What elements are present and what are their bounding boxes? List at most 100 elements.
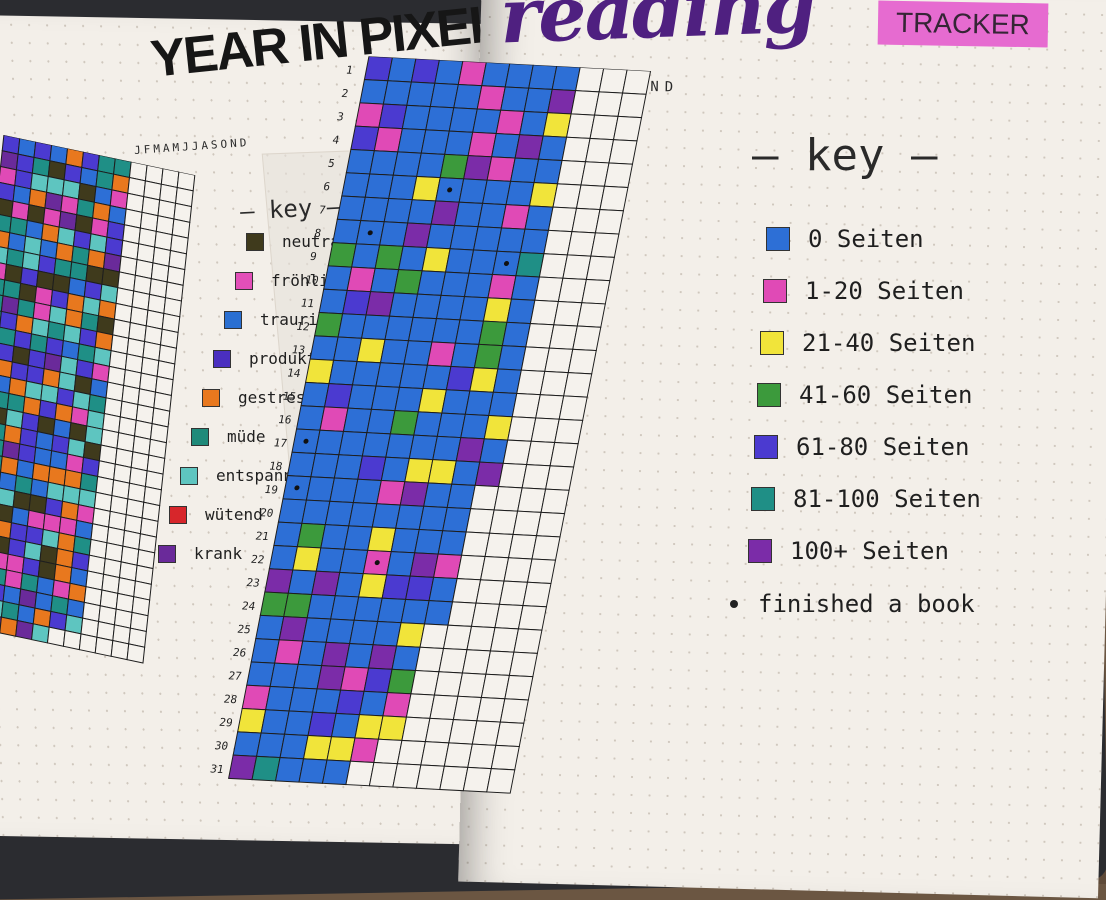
day-number: 23 (245, 576, 261, 590)
pixel-cell (531, 535, 561, 561)
key-item: 21-40 Seiten (760, 329, 975, 357)
day-number: 8 (313, 227, 322, 240)
pixel-cell (513, 628, 543, 654)
key-swatch (213, 349, 231, 368)
key-swatch (191, 427, 209, 446)
day-number: 15 (281, 390, 297, 404)
finished-book-legend: finished a book (730, 590, 975, 618)
pixel-cell (0, 503, 14, 524)
key-swatch (748, 539, 772, 563)
day-number: 1 (345, 64, 354, 77)
day-number: 4 (331, 134, 340, 147)
pixel-cell (504, 674, 534, 701)
day-number: 26 (232, 646, 248, 660)
day-number: 29 (218, 716, 234, 730)
day-number: 28 (223, 693, 239, 707)
key-label: 0 Seiten (808, 225, 924, 253)
day-number: 12 (295, 320, 311, 334)
key-swatch (760, 331, 784, 355)
pixel-cell (0, 487, 16, 508)
pixel-cell (599, 185, 629, 212)
key-item: krank (158, 544, 242, 563)
pixel-cell (517, 605, 548, 631)
reading-pixel-grid: 1 2 3 4 5 6 7 8 9 10 11 12 13 14 15 16 17 18 19 20 21 22 23 24 2… (204, 55, 656, 795)
pixel-cell (62, 629, 82, 651)
key-label: traurig (260, 310, 328, 329)
pixel-cell (31, 623, 50, 644)
key-swatch (169, 505, 187, 524)
day-number: 7 (318, 203, 327, 216)
pixel-cell (0, 342, 15, 363)
key-label: krank (194, 544, 243, 563)
key-label: müde (227, 427, 266, 446)
day-number: 25 (236, 623, 252, 637)
key-swatch (202, 388, 220, 407)
pixel-cell (567, 348, 597, 375)
finished-dot (374, 560, 380, 566)
pixel-cell (490, 744, 520, 771)
day-number: 11 (300, 297, 316, 311)
day-number: 16 (277, 413, 293, 427)
pixel-cell (0, 616, 18, 637)
day-number: 10 (304, 273, 320, 287)
day-number: 18 (268, 460, 284, 474)
day-number: 21 (254, 530, 270, 544)
key-label: 21-40 Seiten (802, 329, 976, 357)
key-swatch (763, 279, 787, 303)
pixel-cell (585, 255, 615, 282)
key-item: 0 Seiten (766, 225, 924, 253)
pixel-cell (549, 441, 579, 468)
pixel-cell (499, 698, 529, 724)
finished-dot (367, 230, 373, 236)
day-number: 27 (227, 669, 243, 683)
key-item: müde (191, 427, 266, 446)
day-number: 31 (209, 763, 225, 777)
key-swatch (235, 271, 253, 290)
pixel-cell (535, 511, 566, 538)
key-swatch (180, 466, 198, 485)
pixel-cell (554, 418, 584, 445)
pixel-cell (576, 302, 606, 328)
pixel-cell (603, 162, 634, 189)
day-number: 20 (259, 506, 275, 520)
pixel-cell (594, 209, 625, 235)
pixel-cell (581, 278, 611, 305)
finished-dot (503, 261, 510, 266)
day-number: 5 (327, 157, 336, 170)
key-item: 100+ Seiten (748, 537, 949, 565)
pixel-cell (608, 139, 638, 165)
day-number: 24 (241, 599, 257, 613)
pixel-grid-svg: 1234567891011121314151617181920212223242… (209, 55, 652, 794)
key-label: 100+ Seiten (790, 537, 949, 565)
pixel-cell (94, 636, 114, 657)
pixel-cell (563, 372, 593, 398)
day-number: 19 (263, 483, 279, 497)
day-number: 2 (340, 87, 349, 100)
pixel-cell (545, 465, 575, 491)
key-item: 61-80 Seiten (754, 433, 969, 461)
key-item: 81-100 Seiten (751, 485, 981, 513)
pixel-cell (0, 197, 14, 218)
pixel-cell (495, 721, 525, 748)
day-number: 3 (336, 110, 345, 123)
key-label: 41-60 Seiten (799, 381, 973, 409)
key-item: traurig (224, 310, 327, 329)
day-number: 13 (291, 343, 307, 357)
key-label: 61-80 Seiten (796, 433, 970, 461)
finished-book-label: finished a book (758, 590, 975, 618)
key-item: 1-20 Seiten (763, 277, 964, 305)
pixel-cell (78, 633, 98, 654)
day-number: 6 (322, 180, 331, 193)
pixel-cell (612, 115, 643, 142)
pixel-cell (508, 651, 538, 678)
day-number: 17 (272, 436, 288, 450)
pixel-cell (540, 488, 570, 515)
pixel-cell (621, 69, 652, 95)
day-number: 30 (214, 739, 230, 753)
key-swatch (766, 227, 790, 251)
pixel-grid-svg: 1234567891011121314151617181920212223242… (0, 134, 196, 664)
finished-dot (303, 438, 309, 444)
key-swatch (224, 310, 242, 329)
day-number: 22 (250, 553, 266, 567)
pixel-cell (572, 325, 602, 352)
